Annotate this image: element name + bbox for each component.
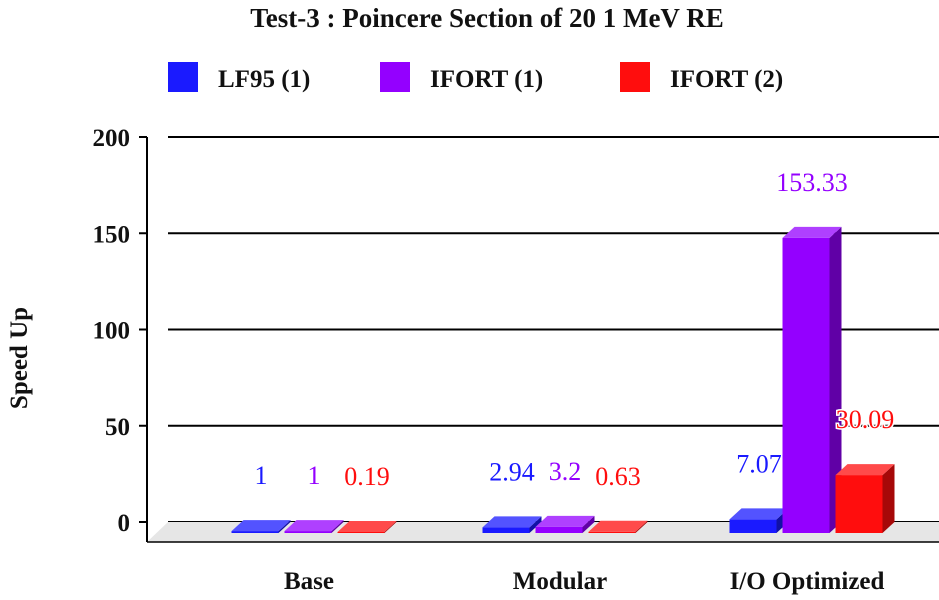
bar-top bbox=[782, 226, 842, 238]
bar-front bbox=[337, 532, 385, 533]
legend: LF95 (1) IFORT (1) IFORT (2) bbox=[168, 62, 783, 93]
bar-front bbox=[482, 527, 530, 533]
bar bbox=[782, 226, 842, 533]
bar bbox=[482, 516, 542, 533]
bar-side bbox=[384, 521, 397, 533]
bar bbox=[284, 520, 344, 533]
bar-side bbox=[331, 520, 344, 533]
data-label: 1 bbox=[308, 461, 321, 490]
data-label: 30.09 bbox=[836, 405, 895, 434]
y-tick-label: 0 bbox=[118, 510, 131, 537]
legend-label: IFORT (2) bbox=[670, 66, 783, 93]
bar bbox=[231, 520, 291, 533]
bar-top bbox=[588, 520, 648, 532]
category-label: Base bbox=[284, 568, 334, 595]
bar bbox=[729, 508, 789, 533]
bar-front bbox=[588, 531, 636, 533]
bar-side bbox=[278, 520, 291, 533]
bar-side bbox=[635, 520, 648, 533]
bar-front bbox=[284, 531, 332, 533]
data-label: 0.63 bbox=[595, 462, 641, 491]
bar-top bbox=[482, 516, 542, 528]
y-tick-label: 150 bbox=[93, 221, 131, 248]
bar-side bbox=[882, 464, 895, 533]
bar-front bbox=[231, 531, 279, 533]
bar-side bbox=[829, 226, 842, 533]
legend-swatch bbox=[168, 62, 198, 92]
y-axis-title: Speed Up bbox=[6, 307, 33, 409]
legend-swatch bbox=[380, 62, 410, 92]
data-label: 1 bbox=[255, 461, 268, 490]
bar-front bbox=[729, 519, 777, 533]
bar bbox=[535, 515, 595, 533]
y-tick-label: 200 bbox=[93, 125, 131, 152]
category-label: Modular bbox=[513, 568, 607, 595]
category-label: I/O Optimized bbox=[730, 568, 885, 595]
bar-top bbox=[337, 521, 397, 532]
data-label: 7.07 bbox=[736, 449, 782, 478]
bar-top bbox=[729, 508, 789, 520]
data-label: 3.2 bbox=[549, 457, 582, 486]
bar-side bbox=[529, 516, 542, 533]
bar bbox=[337, 521, 397, 533]
category-labels: Base Modular I/O Optimized bbox=[284, 568, 885, 595]
y-tick-label: 100 bbox=[93, 318, 131, 345]
data-label: 153.33 bbox=[776, 168, 848, 197]
y-axis-ticks: 0 50 100 150 200 bbox=[93, 125, 148, 542]
data-label: 2.94 bbox=[489, 457, 535, 486]
y-tick-label: 50 bbox=[105, 414, 130, 441]
bar-top bbox=[284, 520, 344, 532]
bar-front bbox=[782, 237, 830, 533]
bar-top bbox=[535, 515, 595, 527]
bar-top bbox=[835, 464, 895, 476]
data-labels: 1 1 0.19 2.94 3.2 0.63 7.07 153.33 30.09 bbox=[253, 166, 896, 492]
bar-front bbox=[535, 526, 583, 533]
chart-title: Test-3 : Poincere Section of 20 1 MeV RE bbox=[250, 3, 723, 33]
legend-swatch bbox=[620, 62, 650, 92]
bar-side bbox=[582, 515, 595, 533]
bar-front bbox=[835, 475, 883, 533]
legend-label: LF95 (1) bbox=[218, 66, 310, 93]
data-label: 0.19 bbox=[344, 462, 390, 491]
bar bbox=[835, 464, 895, 533]
bars bbox=[231, 226, 895, 533]
bar-top bbox=[231, 520, 291, 532]
bar bbox=[588, 520, 648, 533]
legend-label: IFORT (1) bbox=[430, 66, 543, 93]
